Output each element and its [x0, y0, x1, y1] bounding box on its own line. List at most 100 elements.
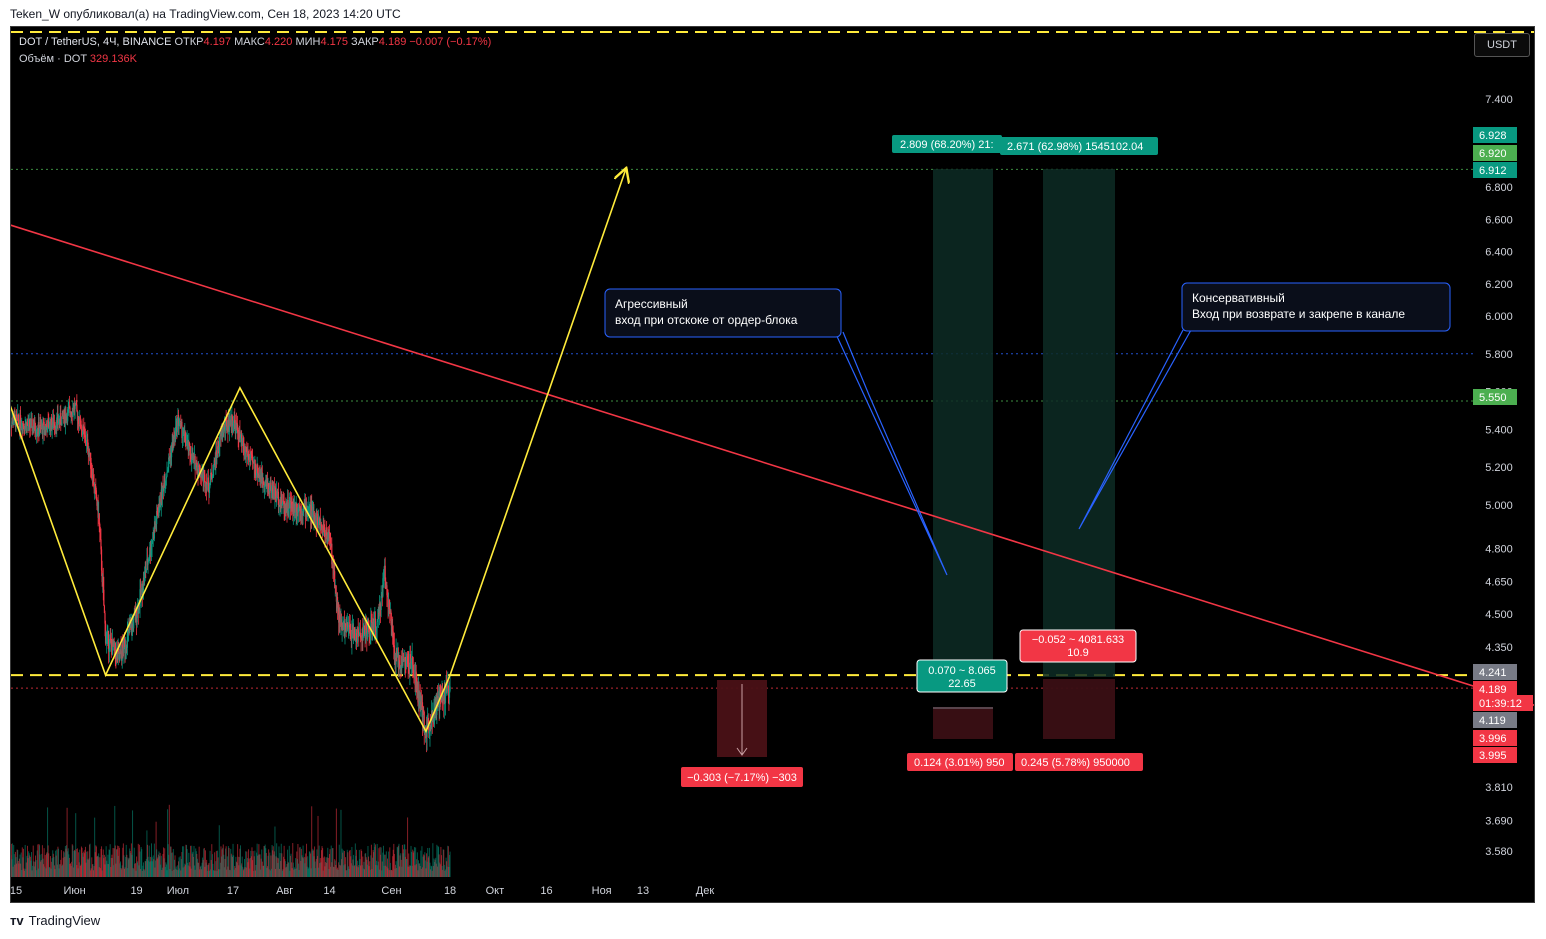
volume-bar: [328, 854, 330, 877]
volume-bar: [264, 844, 266, 877]
footer-brand[interactable]: TradingView: [28, 913, 101, 928]
candle-body: [241, 434, 243, 443]
candle-body: [250, 453, 252, 460]
candle-body: [212, 476, 214, 478]
volume-bar: [66, 845, 68, 877]
volume-bar: [31, 870, 33, 877]
time-tick: 17: [227, 885, 239, 897]
candle-body: [225, 419, 227, 422]
volume-bar: [211, 844, 213, 877]
volume-bar: [295, 868, 297, 877]
volume-bar: [78, 852, 80, 877]
volume-bar: [284, 859, 286, 877]
volume-bar: [152, 855, 154, 877]
candle-body: [189, 446, 191, 455]
volume-bar: [266, 867, 268, 877]
volume-bar: [152, 861, 154, 877]
volume-bar: [163, 847, 165, 877]
volume-bar: [313, 856, 315, 877]
volume-bar: [388, 851, 390, 877]
volume-bar: [441, 865, 443, 877]
volume-bar: [250, 850, 252, 877]
candle-body: [177, 415, 180, 427]
candle-body: [313, 515, 316, 526]
volume-bar: [358, 849, 360, 877]
volume-bar: [36, 870, 38, 877]
note-1-pointer: [834, 331, 948, 576]
volume-bar: [305, 857, 307, 877]
price-badge-label: 6.928: [1479, 130, 1507, 142]
chart-panel[interactable]: Агрессивный вход при отскоке от ордер-бл…: [10, 26, 1535, 903]
volume-bar: [326, 862, 328, 877]
note-conservative[interactable]: Консервативный Вход при возврате и закре…: [1181, 282, 1451, 332]
volume-bar: [52, 850, 54, 877]
candle-body: [74, 405, 76, 409]
volume-bar: [257, 855, 259, 877]
volume-bar: [13, 854, 15, 877]
volume-bar: [366, 859, 368, 877]
volume-bar: [92, 864, 94, 877]
volume-bar: [225, 846, 227, 877]
volume-bar: [146, 830, 148, 877]
candle-body: [324, 532, 326, 536]
volume-bar: [151, 843, 153, 877]
volume-bar: [432, 866, 434, 877]
volume-bar: [131, 854, 133, 877]
volume-bar: [420, 868, 422, 877]
tradingview-logo-icon[interactable]: ᴛᴠ: [10, 913, 24, 928]
price-chart[interactable]: Агрессивный вход при отскоке от ордер-бл…: [11, 27, 1535, 903]
candle-body: [342, 624, 344, 626]
price-badge: [1473, 747, 1517, 763]
volume-bar: [431, 866, 433, 877]
volume-bar: [427, 857, 429, 877]
volume-bar: [435, 863, 437, 877]
volume-bar: [210, 859, 212, 877]
volume-bar: [351, 865, 353, 877]
volume-bar: [214, 870, 216, 877]
candle-body: [122, 644, 124, 648]
candle-body: [161, 486, 164, 499]
volume-bar: [421, 846, 423, 877]
volume-bar: [448, 854, 450, 877]
volume-bar: [368, 856, 370, 877]
candle-body: [104, 623, 107, 644]
note-aggressive-title: Агрессивный: [615, 297, 688, 311]
volume-bar: [362, 856, 364, 877]
candle-body: [211, 477, 213, 479]
target-label-1: 2.809 (68.20%) 21:: [892, 135, 1002, 153]
volume-bar: [55, 855, 57, 877]
candle-body: [155, 523, 157, 525]
candle-body: [281, 493, 283, 504]
volume-bar: [245, 867, 247, 877]
volume-bar: [173, 859, 175, 877]
volume-bar: [373, 852, 375, 877]
volume-bar: [317, 815, 319, 877]
volume-bar: [171, 852, 173, 877]
volume-bar: [95, 846, 97, 877]
low-value: 4.175: [320, 36, 348, 48]
candle-body: [355, 633, 358, 641]
candle-body: [392, 631, 394, 639]
candle-body: [258, 473, 260, 477]
volume-bar: [354, 865, 356, 877]
volume-bar: [82, 856, 84, 877]
volume-bar: [129, 850, 131, 877]
volume-bar: [336, 869, 338, 877]
candle-body: [251, 454, 253, 456]
volume-bar: [427, 847, 429, 877]
candle-body: [294, 504, 296, 513]
candle-body: [72, 408, 74, 416]
candle-body: [211, 474, 213, 478]
volume-bar: [280, 843, 282, 877]
volume-bar: [212, 863, 214, 877]
volume-bar: [62, 864, 64, 877]
volume-bar: [99, 857, 101, 877]
projection-arrow: [449, 169, 626, 676]
candle-body: [320, 524, 322, 530]
volume-bar: [11, 843, 12, 877]
volume-bar: [203, 847, 205, 877]
volume-bar: [267, 855, 269, 877]
note-aggressive[interactable]: Агрессивный вход при отскоке от ордер-бл…: [604, 288, 842, 338]
currency-button[interactable]: USDT: [1474, 33, 1530, 57]
volume-bar: [215, 850, 217, 877]
